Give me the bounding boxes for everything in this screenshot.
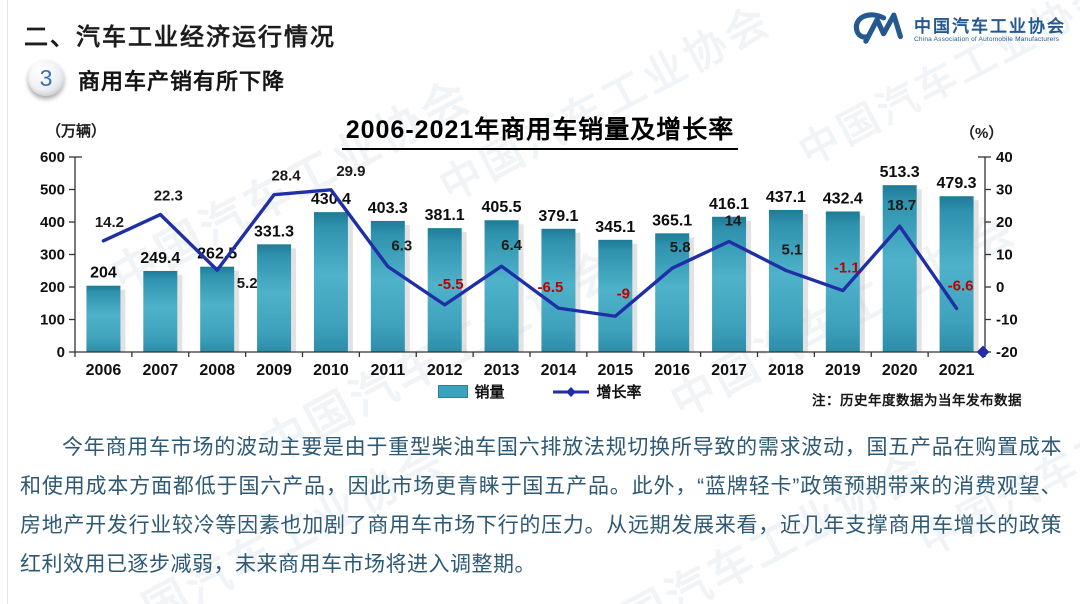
svg-text:365.1: 365.1: [652, 212, 692, 229]
growth-value-labels: 14.2 22.3 5.2 28.4 29.9 6.3 -5.5 6.4 -6.5 -9 5.8 14…: [95, 163, 974, 302]
svg-text:2019: 2019: [825, 362, 861, 379]
svg-text:2021: 2021: [939, 362, 975, 379]
section-number: 3: [39, 64, 53, 91]
growth-legend-marker-icon: [552, 386, 589, 397]
svg-text:5.8: 5.8: [670, 239, 691, 256]
svg-text:22.3: 22.3: [154, 188, 183, 205]
legend-item-sales: 销量: [438, 381, 505, 402]
svg-text:5.2: 5.2: [237, 275, 258, 292]
sales-legend-swatch-icon: [438, 385, 469, 398]
svg-text:405.5: 405.5: [482, 199, 522, 216]
svg-text:2010: 2010: [313, 362, 349, 379]
right-axis-unit: （%）: [960, 125, 1004, 142]
caam-logo-icon: [853, 12, 903, 44]
svg-text:2012: 2012: [427, 362, 463, 379]
svg-text:2006: 2006: [86, 362, 122, 379]
svg-text:-20: -20: [996, 344, 1018, 361]
logo-name-en: China Association of Automobile Manufact…: [914, 36, 1060, 43]
svg-text:28.4: 28.4: [271, 168, 301, 185]
svg-text:430.4: 430.4: [311, 191, 351, 208]
svg-text:2014: 2014: [541, 362, 577, 379]
caam-logo: 中国汽车工业协会 China Association of Automobile…: [850, 8, 1066, 52]
svg-text:18.7: 18.7: [887, 197, 916, 214]
svg-text:500: 500: [40, 182, 65, 199]
svg-text:400: 400: [40, 214, 65, 231]
svg-text:10: 10: [996, 247, 1013, 264]
svg-text:381.1: 381.1: [425, 207, 465, 224]
page-title: 二、汽车工业经济运行情况: [24, 24, 336, 51]
svg-text:0: 0: [996, 279, 1004, 296]
axis-tick-labels: 0 100 200 300 400 500 600 -20 -10 0 10 20 30 40: [40, 149, 1018, 361]
svg-text:379.1: 379.1: [538, 208, 578, 225]
svg-text:331.3: 331.3: [254, 223, 294, 240]
svg-text:29.9: 29.9: [336, 163, 365, 180]
left-axis-unit: （万辆）: [46, 123, 107, 140]
svg-text:345.1: 345.1: [595, 219, 635, 236]
svg-text:14.2: 14.2: [95, 214, 124, 231]
svg-text:-10: -10: [996, 312, 1018, 329]
svg-text:14: 14: [725, 213, 742, 230]
svg-text:2018: 2018: [768, 362, 804, 379]
svg-text:-5.5: -5.5: [438, 276, 464, 293]
analysis-paragraph: 今年商用车市场的波动主要是由于重型柴油车国六排放法规切换所导致的需求波动，国五产…: [20, 436, 1062, 576]
svg-text:2013: 2013: [484, 362, 520, 379]
svg-text:-6.5: -6.5: [538, 279, 564, 296]
legend-item-growth: 增长率: [551, 381, 642, 402]
svg-text:403.3: 403.3: [368, 200, 408, 217]
svg-text:20: 20: [996, 214, 1013, 231]
svg-text:0: 0: [57, 344, 65, 361]
svg-text:600: 600: [40, 149, 65, 166]
sales-bars: [86, 185, 974, 352]
section-number-badge: 3: [28, 60, 64, 96]
svg-text:2009: 2009: [256, 362, 292, 379]
svg-text:-6.6: -6.6: [948, 277, 974, 294]
svg-text:416.1: 416.1: [709, 196, 749, 213]
svg-text:2007: 2007: [143, 362, 179, 379]
svg-text:249.4: 249.4: [140, 250, 180, 267]
svg-text:5.1: 5.1: [782, 241, 803, 258]
axes: [69, 156, 991, 357]
svg-text:2016: 2016: [654, 362, 690, 379]
svg-text:479.3: 479.3: [937, 175, 977, 192]
section-title: 商用车产销有所下降: [78, 69, 286, 94]
svg-text:2008: 2008: [199, 362, 235, 379]
svg-text:2011: 2011: [370, 362, 405, 379]
svg-text:300: 300: [40, 247, 65, 264]
svg-text:432.4: 432.4: [823, 190, 863, 207]
logo-name-cn: 中国汽车工业协会: [914, 17, 1066, 36]
year-labels: 2006 2007 2008 2009 2010 2011 2012 2013 2014 2015…: [86, 362, 975, 379]
svg-text:6.3: 6.3: [391, 238, 412, 255]
svg-text:204: 204: [90, 265, 117, 282]
chart-legend: 销量 增长率: [0, 381, 1080, 402]
svg-text:2015: 2015: [598, 362, 634, 379]
legend-label-growth: 增长率: [596, 384, 642, 401]
svg-text:40: 40: [996, 149, 1013, 166]
svg-text:2017: 2017: [711, 362, 747, 379]
svg-text:437.1: 437.1: [766, 189, 806, 206]
svg-text:2020: 2020: [882, 362, 918, 379]
chart-note: 注：历史年度数据为当年发布数据: [812, 393, 1022, 408]
left-edge-divider: [7, 0, 8, 604]
svg-text:30: 30: [996, 182, 1013, 199]
svg-text:200: 200: [40, 279, 65, 296]
legend-label-sales: 销量: [474, 384, 505, 401]
svg-text:-9: -9: [617, 285, 630, 302]
svg-text:6.4: 6.4: [501, 237, 523, 254]
chart-title-text: 2006-2021年商用车销量及增长率: [341, 110, 739, 150]
svg-text:100: 100: [40, 312, 65, 329]
chart-title: 2006-2021年商用车销量及增长率: [0, 110, 1080, 150]
svg-text:513.3: 513.3: [880, 164, 920, 181]
svg-text:-1.1: -1.1: [834, 260, 860, 277]
